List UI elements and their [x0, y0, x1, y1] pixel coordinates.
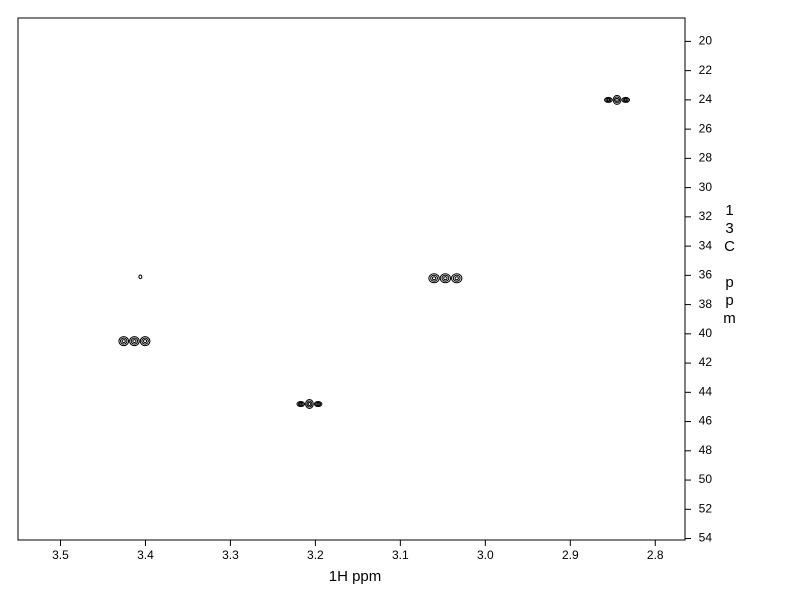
contour	[129, 336, 140, 347]
contour	[313, 401, 323, 408]
y-tick-label: 36	[699, 268, 713, 282]
y-tick-label: 52	[699, 501, 713, 515]
x-axis-title: 1H ppm	[329, 568, 382, 585]
cross-peak	[428, 273, 463, 284]
x-tick-label: 3.1	[392, 548, 409, 562]
x-tick-label: 2.9	[562, 548, 579, 562]
y-tick-label: 44	[699, 384, 713, 398]
contour	[141, 337, 149, 345]
contour	[299, 402, 303, 406]
y-tick-label: 34	[699, 238, 713, 252]
y-tick-label: 46	[699, 414, 713, 428]
contour	[142, 339, 148, 344]
x-tick-label: 3.0	[477, 548, 494, 562]
y-tick-label: 50	[699, 472, 713, 486]
contour	[430, 274, 438, 282]
y-tick-label: 42	[699, 355, 713, 369]
contour	[138, 274, 143, 280]
contour	[431, 276, 437, 281]
x-tick-label: 3.5	[52, 548, 69, 562]
y-tick-label: 48	[699, 443, 713, 457]
x-tick-label: 2.8	[647, 548, 664, 562]
contour	[439, 273, 452, 284]
plot-frame	[17, 17, 686, 541]
cross-peak	[296, 399, 323, 410]
contour	[139, 336, 151, 347]
contour	[118, 336, 130, 347]
y-tick-label: 38	[699, 297, 713, 311]
contour	[121, 339, 126, 344]
contour	[615, 97, 619, 102]
contour	[316, 402, 320, 406]
contour	[441, 274, 450, 282]
cross-peak	[138, 274, 143, 280]
contour	[305, 399, 314, 410]
contour	[604, 96, 613, 103]
contour	[451, 273, 463, 284]
y-tick-label: 22	[699, 63, 713, 77]
y-axis-title: 13C ppm	[721, 202, 738, 328]
contour	[315, 401, 322, 407]
contour	[307, 402, 312, 407]
contour	[623, 98, 628, 102]
contour	[606, 98, 611, 102]
contour	[454, 276, 459, 281]
cross-peak	[604, 94, 631, 105]
contour	[605, 97, 612, 103]
x-tick-label: 3.3	[222, 548, 239, 562]
x-tick-label: 3.2	[307, 548, 324, 562]
contour	[613, 96, 621, 104]
y-tick-label: 40	[699, 326, 713, 340]
cross-peak	[118, 336, 151, 347]
contour	[132, 339, 137, 344]
contour	[120, 337, 128, 345]
contour	[443, 276, 448, 281]
contour	[452, 274, 461, 282]
contour	[296, 401, 306, 408]
contour	[130, 337, 139, 345]
contour	[428, 273, 440, 284]
y-tick-label: 20	[699, 34, 713, 48]
x-tick-label: 3.4	[137, 548, 154, 562]
y-tick-label: 28	[699, 151, 713, 165]
contour	[297, 401, 304, 407]
contour	[622, 97, 629, 103]
y-tick-label: 32	[699, 209, 713, 223]
contour	[306, 400, 313, 408]
contour	[621, 96, 631, 103]
y-tick-label: 24	[699, 92, 713, 106]
y-tick-label: 30	[699, 180, 713, 194]
y-tick-label: 54	[699, 531, 713, 545]
y-tick-label: 26	[699, 121, 713, 135]
contour	[612, 94, 622, 105]
